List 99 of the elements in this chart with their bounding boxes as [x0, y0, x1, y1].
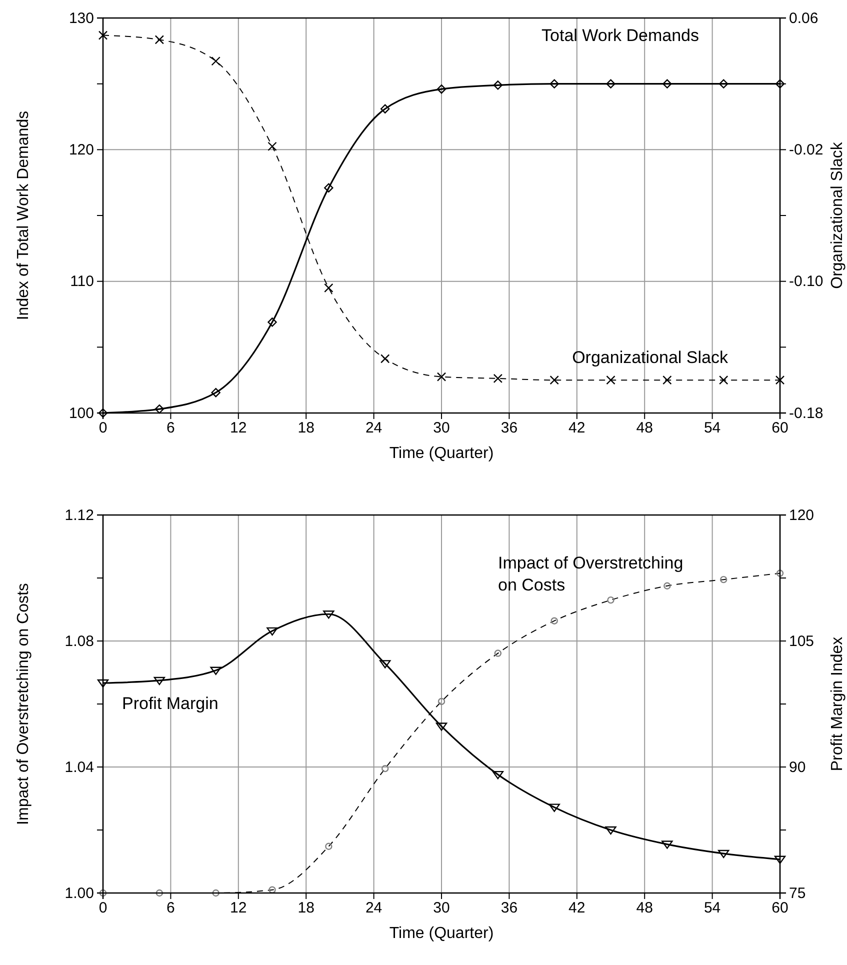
- x-tick-label: 42: [568, 900, 586, 917]
- point: [98, 408, 108, 418]
- y-axis-title: Impact of Overstretching on Costs: [15, 583, 32, 825]
- text: Total Work Demands: [542, 26, 699, 45]
- point: [494, 650, 502, 657]
- point: [154, 676, 166, 686]
- y2-tick-label: 0.06: [789, 10, 818, 27]
- point: [774, 856, 786, 864]
- x-tick-label: 30: [433, 900, 450, 917]
- x-tick-label: 54: [704, 900, 721, 917]
- point: [324, 283, 334, 293]
- point: [379, 660, 391, 668]
- point: [156, 889, 164, 897]
- x-tick-label: 60: [772, 420, 788, 437]
- x-tick-label: 6: [166, 900, 175, 917]
- point: [154, 404, 164, 414]
- y-tick-label: 110: [70, 273, 94, 290]
- x-tick-label: 12: [230, 420, 247, 437]
- y-axis-title: Index of Total Work Demands: [15, 110, 32, 320]
- y-tick-label: 1.00: [64, 884, 94, 902]
- x-tick-label: 24: [365, 900, 382, 917]
- y-tick-label: 120: [68, 141, 94, 158]
- point: [212, 889, 220, 897]
- x-tick-label: 60: [772, 900, 788, 917]
- x-tick-label: 54: [704, 420, 721, 437]
- point: [210, 666, 222, 675]
- y-tick-label: 1.12: [64, 506, 94, 524]
- point: [380, 354, 390, 364]
- point: [550, 375, 559, 385]
- x-tick-label: 12: [230, 900, 247, 917]
- series-label: Profit Margin: [122, 694, 218, 713]
- point: [268, 142, 277, 151]
- y-tick-label: 130: [68, 10, 94, 27]
- series-label: Impact of Overstretching on Costs: [498, 553, 684, 594]
- x-tick-label: 30: [433, 420, 450, 437]
- point: [606, 79, 616, 88]
- point: [664, 582, 671, 590]
- point: [718, 850, 730, 858]
- x-tick-label: 48: [636, 420, 653, 437]
- point: [97, 679, 109, 688]
- x-tick-label: 18: [298, 900, 314, 917]
- x-tick-label: 0: [98, 420, 108, 437]
- point: [325, 842, 332, 850]
- x-tick-label: 36: [500, 900, 518, 917]
- point: [154, 35, 164, 44]
- point: [775, 375, 785, 385]
- point: [718, 375, 728, 385]
- point: [436, 722, 448, 731]
- x-tick-label: 6: [166, 420, 175, 437]
- point: [493, 374, 503, 384]
- point: [550, 79, 559, 88]
- x-axis-title: Time (Quarter): [389, 925, 494, 942]
- point: [548, 804, 560, 812]
- y2-axis-title: Organizational Slack: [829, 141, 846, 289]
- y2-axis-title: Profit Margin Index: [829, 636, 846, 772]
- y2-tick-label: 90: [789, 758, 806, 776]
- point: [98, 30, 108, 40]
- point: [493, 80, 503, 90]
- x-tick-label: 48: [636, 900, 653, 917]
- point: [492, 770, 504, 780]
- point: [605, 826, 616, 835]
- point: [436, 372, 446, 382]
- x-tick-label: 0: [98, 900, 108, 917]
- x-tick-label: 18: [298, 420, 314, 437]
- point: [606, 375, 616, 385]
- point: [99, 889, 107, 897]
- point: [436, 84, 446, 94]
- point: [662, 840, 673, 849]
- y2-tick-label: 105: [789, 632, 814, 650]
- point: [266, 627, 278, 636]
- y-tick-label: 1.08: [64, 632, 94, 650]
- y2-tick-label: -0.10: [789, 273, 824, 290]
- point: [324, 183, 334, 192]
- point: [268, 886, 276, 894]
- point: [718, 79, 728, 88]
- point: [662, 79, 672, 88]
- point: [268, 318, 277, 327]
- point: [323, 610, 334, 619]
- y2-tick-label: 75: [789, 884, 806, 902]
- x-axis-title: Time (Quarter): [389, 445, 494, 462]
- point: [211, 388, 220, 398]
- point: [380, 104, 390, 114]
- x-tick-label: 42: [568, 420, 586, 437]
- point: [550, 617, 558, 624]
- x-tick-label: 24: [365, 420, 382, 437]
- series-label: Organizational Slack: [572, 348, 728, 368]
- y-tick-label: 100: [68, 404, 94, 422]
- y2-tick-label: -0.18: [789, 404, 824, 422]
- point: [438, 698, 446, 706]
- point: [720, 576, 728, 584]
- x-tick-label: 36: [500, 420, 518, 437]
- point: [776, 570, 784, 577]
- y-tick-label: 1.04: [64, 758, 94, 776]
- y2-tick-label: -0.02: [789, 141, 824, 158]
- point: [211, 56, 220, 66]
- y2-tick-label: 120: [789, 506, 814, 524]
- point: [381, 764, 389, 772]
- point: [607, 596, 614, 604]
- point: [662, 375, 672, 385]
